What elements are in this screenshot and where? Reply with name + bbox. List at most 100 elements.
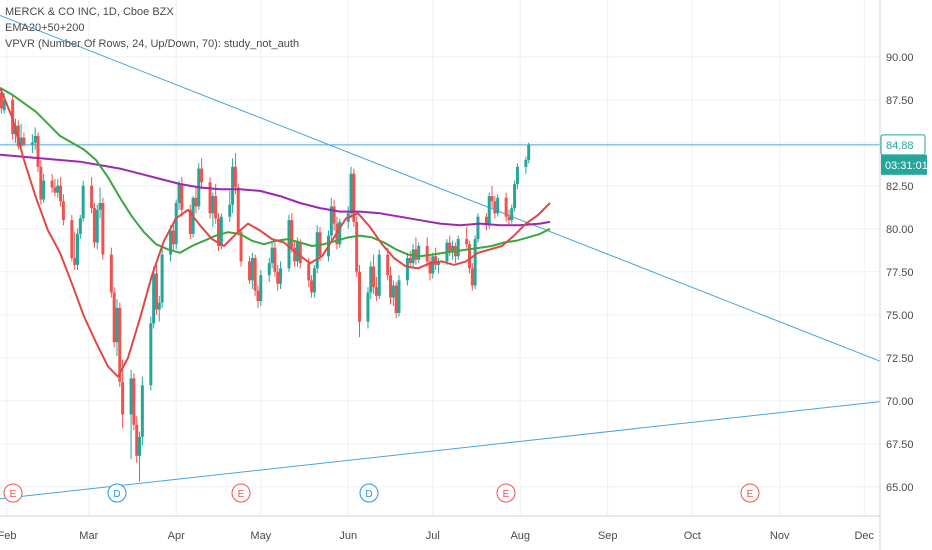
earnings-marker-label: E <box>10 489 17 500</box>
last-price-label: 84.88 <box>886 140 914 152</box>
candle-body <box>132 378 136 425</box>
candle-body <box>470 268 474 286</box>
candle-body <box>256 290 260 301</box>
y-tick-label: 75.00 <box>886 310 914 322</box>
symbol-title[interactable]: MERCK & CO INC, 1D, Cboe BZX <box>5 6 174 18</box>
candle-body <box>507 216 511 221</box>
candle-body <box>312 268 316 293</box>
candle-body <box>2 99 6 111</box>
candle-body <box>22 137 26 145</box>
candle-body <box>42 180 46 200</box>
candle-body <box>200 168 204 183</box>
countdown-label: 03:31:01 <box>885 160 928 172</box>
x-tick-label: Feb <box>0 530 16 542</box>
ema-lines <box>0 86 551 378</box>
candle-body <box>81 185 85 219</box>
ema50-line <box>0 86 551 258</box>
candle-body <box>248 261 252 281</box>
candle-body <box>484 216 488 226</box>
trendlines[interactable] <box>0 15 881 500</box>
candle-body <box>377 254 381 296</box>
earnings-marker <box>231 483 251 503</box>
candle-body <box>352 173 356 222</box>
candle-body <box>250 258 254 281</box>
earnings-marker-label: E <box>238 489 245 500</box>
candle-body <box>228 204 232 217</box>
candle-body <box>315 232 319 269</box>
candle-body <box>394 285 398 314</box>
candle-body <box>431 256 435 274</box>
candle-body <box>180 184 184 210</box>
x-tick-label: Nov <box>770 530 790 542</box>
dividend-marker-label: D <box>113 489 120 500</box>
candle-body <box>253 258 257 291</box>
candle-body <box>118 307 122 382</box>
candle-body <box>129 378 133 415</box>
ema20-line <box>0 87 551 378</box>
earnings-marker <box>496 483 516 503</box>
candle-body <box>414 249 418 260</box>
dividend-marker <box>359 483 379 503</box>
candle-body <box>154 273 158 310</box>
ema200-line <box>0 153 551 227</box>
y-tick-label: 80.00 <box>886 224 914 236</box>
x-tick-label: Dec <box>854 530 874 542</box>
candle-body <box>217 218 220 246</box>
candle-body <box>109 254 113 293</box>
candle-body <box>425 245 429 262</box>
candle-body <box>174 202 178 245</box>
candle-body <box>358 271 361 322</box>
x-tick-label: Aug <box>510 530 530 542</box>
candle-body <box>515 166 519 185</box>
candle-body <box>273 247 277 272</box>
earnings-marker-label: E <box>747 489 754 500</box>
candle-body <box>112 292 116 343</box>
candle-body <box>456 239 460 257</box>
x-tick-label: Jul <box>426 530 440 542</box>
candle-body <box>276 271 280 284</box>
candle-body <box>310 280 314 293</box>
candle-body <box>369 266 373 293</box>
x-tick-label: Sep <box>598 530 618 542</box>
candle-body <box>76 233 79 265</box>
candle-body <box>374 287 378 296</box>
candle-body <box>95 209 99 243</box>
candle-body <box>121 381 125 415</box>
candle-body <box>214 196 218 219</box>
candle-body <box>527 144 531 160</box>
candle-body <box>295 242 299 262</box>
candle-body <box>451 245 455 252</box>
candle-body <box>386 254 390 276</box>
earnings-marker <box>3 483 23 503</box>
candle-body <box>372 266 376 288</box>
vpvr-legend[interactable]: VPVR (Number Of Rows, 24, Up/Down, 70): … <box>5 38 300 50</box>
candle-body <box>298 242 302 264</box>
candle-body <box>70 220 74 258</box>
x-tick-label: Apr <box>168 530 185 542</box>
candle-body <box>61 201 65 221</box>
dividend-marker <box>107 483 127 503</box>
candle-body <box>138 436 142 456</box>
candle-body <box>231 166 235 205</box>
earnings-marker <box>740 483 760 503</box>
candle-body <box>524 159 528 167</box>
ema-legend[interactable]: EMA20+50+200 <box>5 22 85 34</box>
candle-body <box>259 275 263 301</box>
candle-body <box>408 258 412 264</box>
countdown-label-box <box>881 154 927 175</box>
candle-body <box>160 254 164 303</box>
trendline <box>0 15 881 362</box>
x-tick-label: Mar <box>79 530 98 542</box>
x-tick-label: May <box>250 530 271 542</box>
candle-body <box>135 424 139 456</box>
candle-body <box>436 261 440 265</box>
candle-body <box>510 208 514 221</box>
candle-body <box>293 247 297 262</box>
candle-body <box>53 187 57 193</box>
candle-body <box>101 202 105 255</box>
candle-body <box>496 197 500 214</box>
candle-body <box>434 256 438 265</box>
